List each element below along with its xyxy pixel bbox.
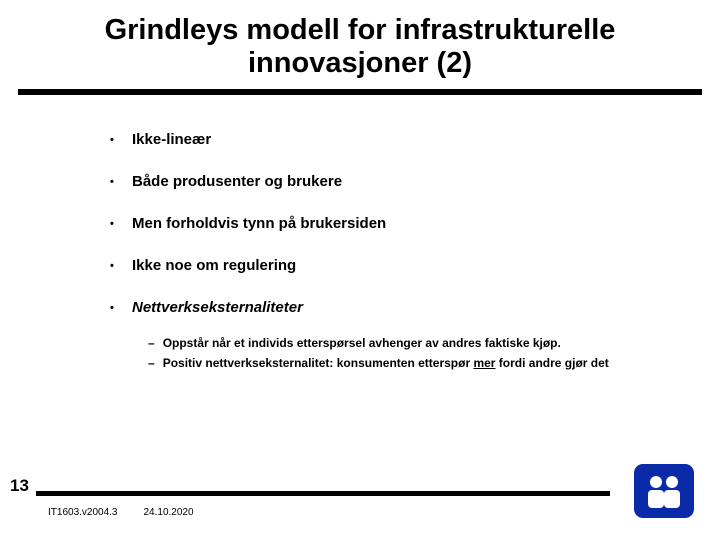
bullet-item: • Ikke-lineær — [110, 131, 660, 149]
bullet-text: Nettverkseksternaliteter — [132, 299, 660, 316]
bullet-item: • Ikke noe om regulering — [110, 257, 660, 275]
footer-date: 24.10.2020 — [144, 507, 194, 518]
sub-bullet-text: Oppstår når et individs etterspørsel avh… — [163, 335, 670, 351]
people-icon — [643, 472, 685, 510]
dash-icon: – — [148, 335, 155, 351]
footer-course-code: IT1603.v2004.3 — [48, 507, 118, 518]
bullet-text: Ikke-lineær — [132, 131, 660, 148]
bullet-dot-icon: • — [110, 215, 122, 233]
dash-icon: – — [148, 355, 155, 371]
sub-bullet-underlined: mer — [473, 356, 495, 370]
page-number: 13 — [10, 476, 29, 496]
sub-bullet-segment: fordi andre gjør det — [495, 356, 608, 370]
bullet-item: • Både produsenter og brukere — [110, 173, 660, 191]
sub-bullet-segment: Oppstår når et individs etterspørsel avh… — [163, 336, 561, 350]
bullet-dot-icon: • — [110, 131, 122, 149]
slide-title: Grindleys modell for infrastrukturelle i… — [60, 14, 660, 81]
bullet-dot-icon: • — [110, 299, 122, 317]
bullet-text: Men forholdvis tynn på brukersiden — [132, 215, 660, 232]
sub-bullet-item: – Positiv nettverkseksternalitet: konsum… — [148, 355, 670, 371]
footer-divider — [36, 491, 610, 496]
title-block: Grindleys modell for infrastrukturelle i… — [0, 0, 720, 81]
logo — [634, 464, 694, 518]
slide: Grindleys modell for infrastrukturelle i… — [0, 0, 720, 540]
bullet-text: Ikke noe om regulering — [132, 257, 660, 274]
bullet-list: • Ikke-lineær • Både produsenter og bruk… — [110, 131, 660, 317]
sub-bullet-list: – Oppstår når et individs etterspørsel a… — [148, 335, 670, 371]
bullet-item: • Nettverkseksternaliteter — [110, 299, 660, 317]
bullet-item: • Men forholdvis tynn på brukersiden — [110, 215, 660, 233]
title-divider — [18, 89, 702, 95]
sub-bullet-segment: Positiv nettverkseksternalitet: konsumen… — [163, 356, 474, 370]
footer-text: IT1603.v2004.3 24.10.2020 — [48, 507, 194, 518]
bullet-dot-icon: • — [110, 173, 122, 191]
sub-bullet-text: Positiv nettverkseksternalitet: konsumen… — [163, 355, 670, 371]
bullet-dot-icon: • — [110, 257, 122, 275]
bullet-text: Både produsenter og brukere — [132, 173, 660, 190]
sub-bullet-item: – Oppstår når et individs etterspørsel a… — [148, 335, 670, 351]
